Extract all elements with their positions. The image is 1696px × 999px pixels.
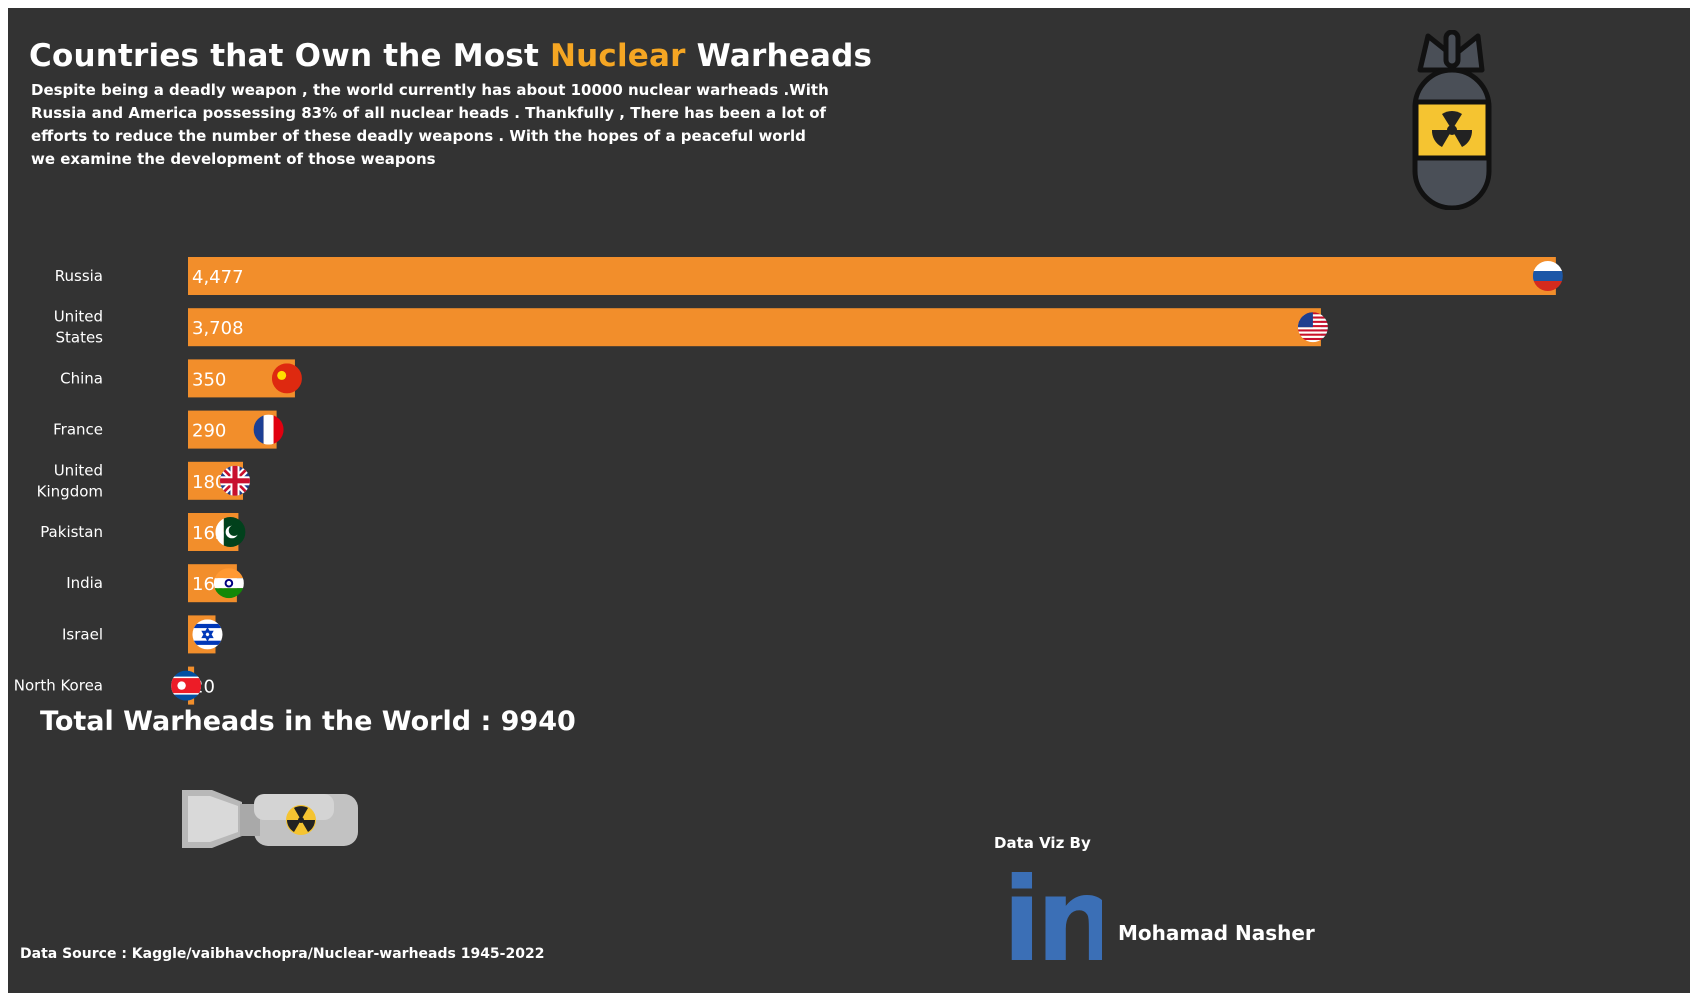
nuclear-bomb-icon xyxy=(1412,30,1492,210)
value-label: 180 xyxy=(192,472,226,493)
flag-united-states-icon xyxy=(1297,312,1328,343)
value-label: 290 xyxy=(192,421,226,442)
value-label: 4,477 xyxy=(192,267,244,288)
category-label: Russia xyxy=(55,267,103,285)
flag-north-korea-icon xyxy=(171,670,202,701)
flag-israel-icon xyxy=(192,619,223,650)
category-label: China xyxy=(60,369,103,387)
page-title: Countries that Own the Most Nuclear Warh… xyxy=(29,38,873,74)
category-label: United Kingdom xyxy=(37,461,103,500)
bar xyxy=(188,257,1556,295)
value-label: 350 xyxy=(192,369,226,390)
dashboard: Countries that Own the Most Nuclear Warh… xyxy=(8,8,1690,993)
flag-india-icon xyxy=(213,568,244,599)
category-label: United States xyxy=(54,308,103,347)
linkedin-icon-text: in xyxy=(1002,870,1102,964)
value-label: 3,708 xyxy=(192,318,244,339)
credit-label: Data Viz By xyxy=(994,834,1091,852)
bar-chart: Russia 4,477 United States 3,708 China 350 Fran… xyxy=(14,257,1563,705)
flag-united-kingdom-icon xyxy=(219,465,250,496)
author-name[interactable]: Mohamad Nasher xyxy=(1118,921,1315,945)
flag-france-icon xyxy=(253,414,284,445)
bar xyxy=(188,308,1321,347)
flag-china-icon xyxy=(271,363,302,394)
description: Despite being a deadly weapon , the worl… xyxy=(31,81,829,168)
flag-russia-icon xyxy=(1532,261,1563,291)
category-label: India xyxy=(66,574,103,592)
flag-pakistan-icon xyxy=(215,517,246,547)
category-label: France xyxy=(53,421,103,439)
linkedin-icon[interactable]: in xyxy=(1002,870,1102,964)
total-warheads: Total Warheads in the World : 9940 xyxy=(40,706,576,737)
data-source: Data Source : Kaggle/vaibhavchopra/Nucle… xyxy=(20,946,545,962)
category-label: North Korea xyxy=(14,677,103,695)
category-label: Pakistan xyxy=(40,523,103,541)
category-label: Israel xyxy=(62,625,103,643)
nuclear-missile-icon xyxy=(182,790,358,848)
